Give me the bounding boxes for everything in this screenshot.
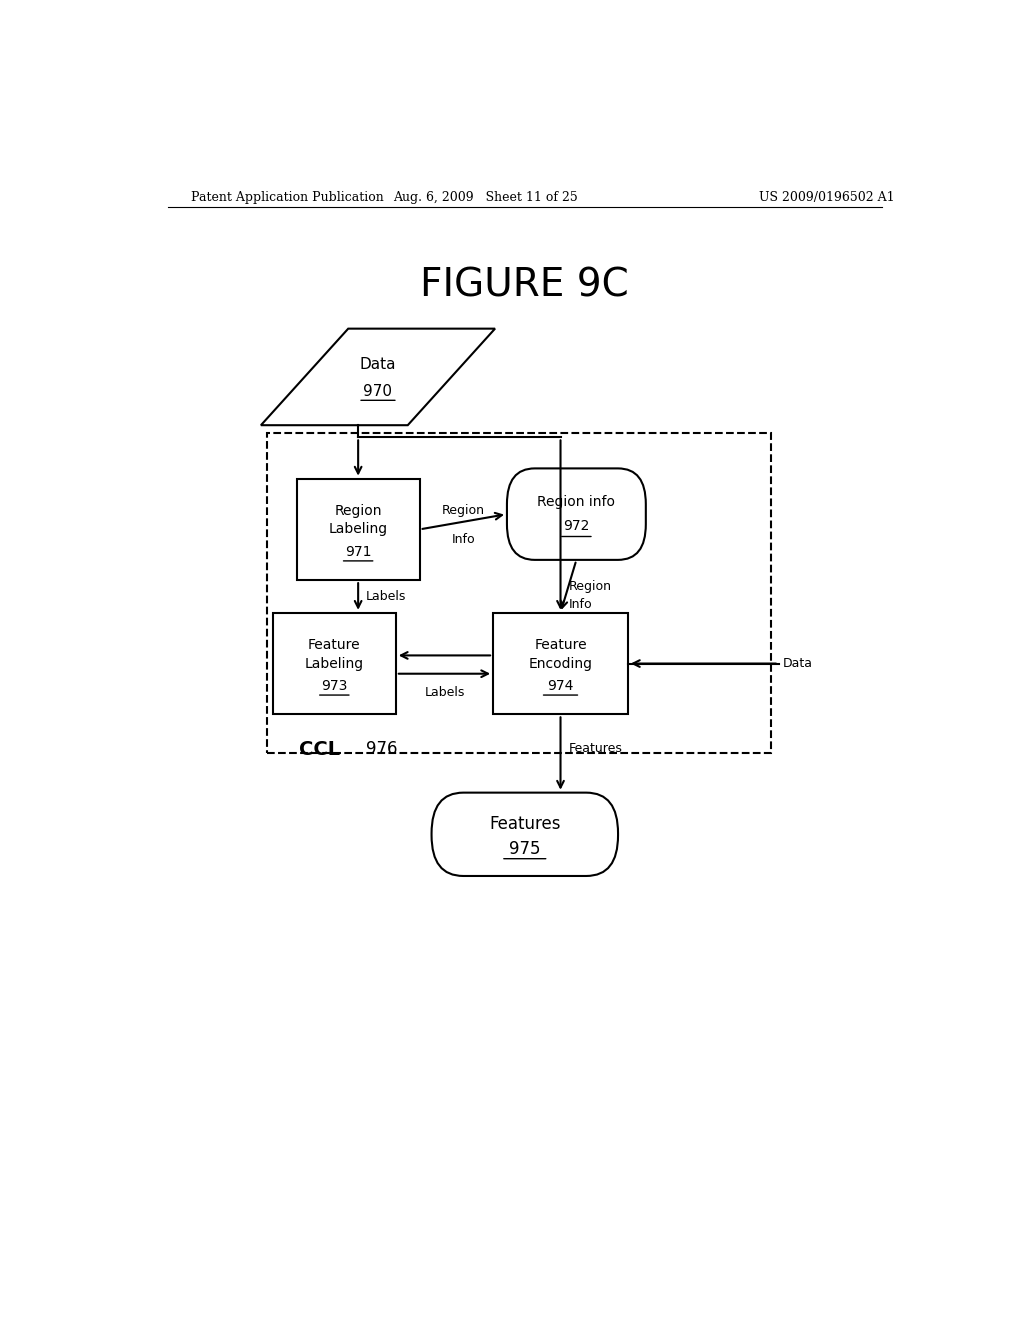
- Text: FIGURE 9C: FIGURE 9C: [421, 267, 629, 305]
- Text: Data: Data: [359, 358, 396, 372]
- Polygon shape: [261, 329, 495, 425]
- Text: Feature: Feature: [535, 639, 587, 652]
- Text: Patent Application Publication: Patent Application Publication: [191, 190, 384, 203]
- Text: Region: Region: [441, 504, 484, 517]
- FancyBboxPatch shape: [297, 479, 420, 581]
- Text: 976: 976: [367, 739, 397, 758]
- Text: Feature: Feature: [308, 639, 360, 652]
- FancyBboxPatch shape: [272, 612, 396, 714]
- Text: Labeling: Labeling: [305, 656, 364, 671]
- Text: 973: 973: [322, 678, 347, 693]
- FancyBboxPatch shape: [431, 792, 618, 876]
- Text: US 2009/0196502 A1: US 2009/0196502 A1: [759, 190, 894, 203]
- Text: 970: 970: [364, 384, 392, 399]
- Text: Labeling: Labeling: [329, 523, 388, 536]
- Text: 972: 972: [563, 519, 590, 533]
- Text: Data: Data: [782, 657, 813, 671]
- Text: Labels: Labels: [424, 686, 465, 698]
- Text: Aug. 6, 2009   Sheet 11 of 25: Aug. 6, 2009 Sheet 11 of 25: [393, 190, 578, 203]
- FancyBboxPatch shape: [507, 469, 646, 560]
- Text: CCL: CCL: [299, 739, 340, 759]
- Text: Info: Info: [568, 598, 592, 611]
- FancyBboxPatch shape: [494, 612, 628, 714]
- Text: 975: 975: [509, 840, 541, 858]
- Text: Info: Info: [452, 533, 475, 546]
- Text: Region info: Region info: [538, 495, 615, 510]
- Text: 971: 971: [345, 545, 372, 558]
- Text: Features: Features: [568, 742, 623, 755]
- Text: Features: Features: [489, 816, 560, 833]
- Text: Labels: Labels: [367, 590, 407, 603]
- Text: 974: 974: [547, 678, 573, 693]
- Text: Region: Region: [335, 504, 382, 517]
- Text: Encoding: Encoding: [528, 656, 593, 671]
- FancyBboxPatch shape: [267, 433, 771, 752]
- Text: Region: Region: [568, 579, 611, 593]
